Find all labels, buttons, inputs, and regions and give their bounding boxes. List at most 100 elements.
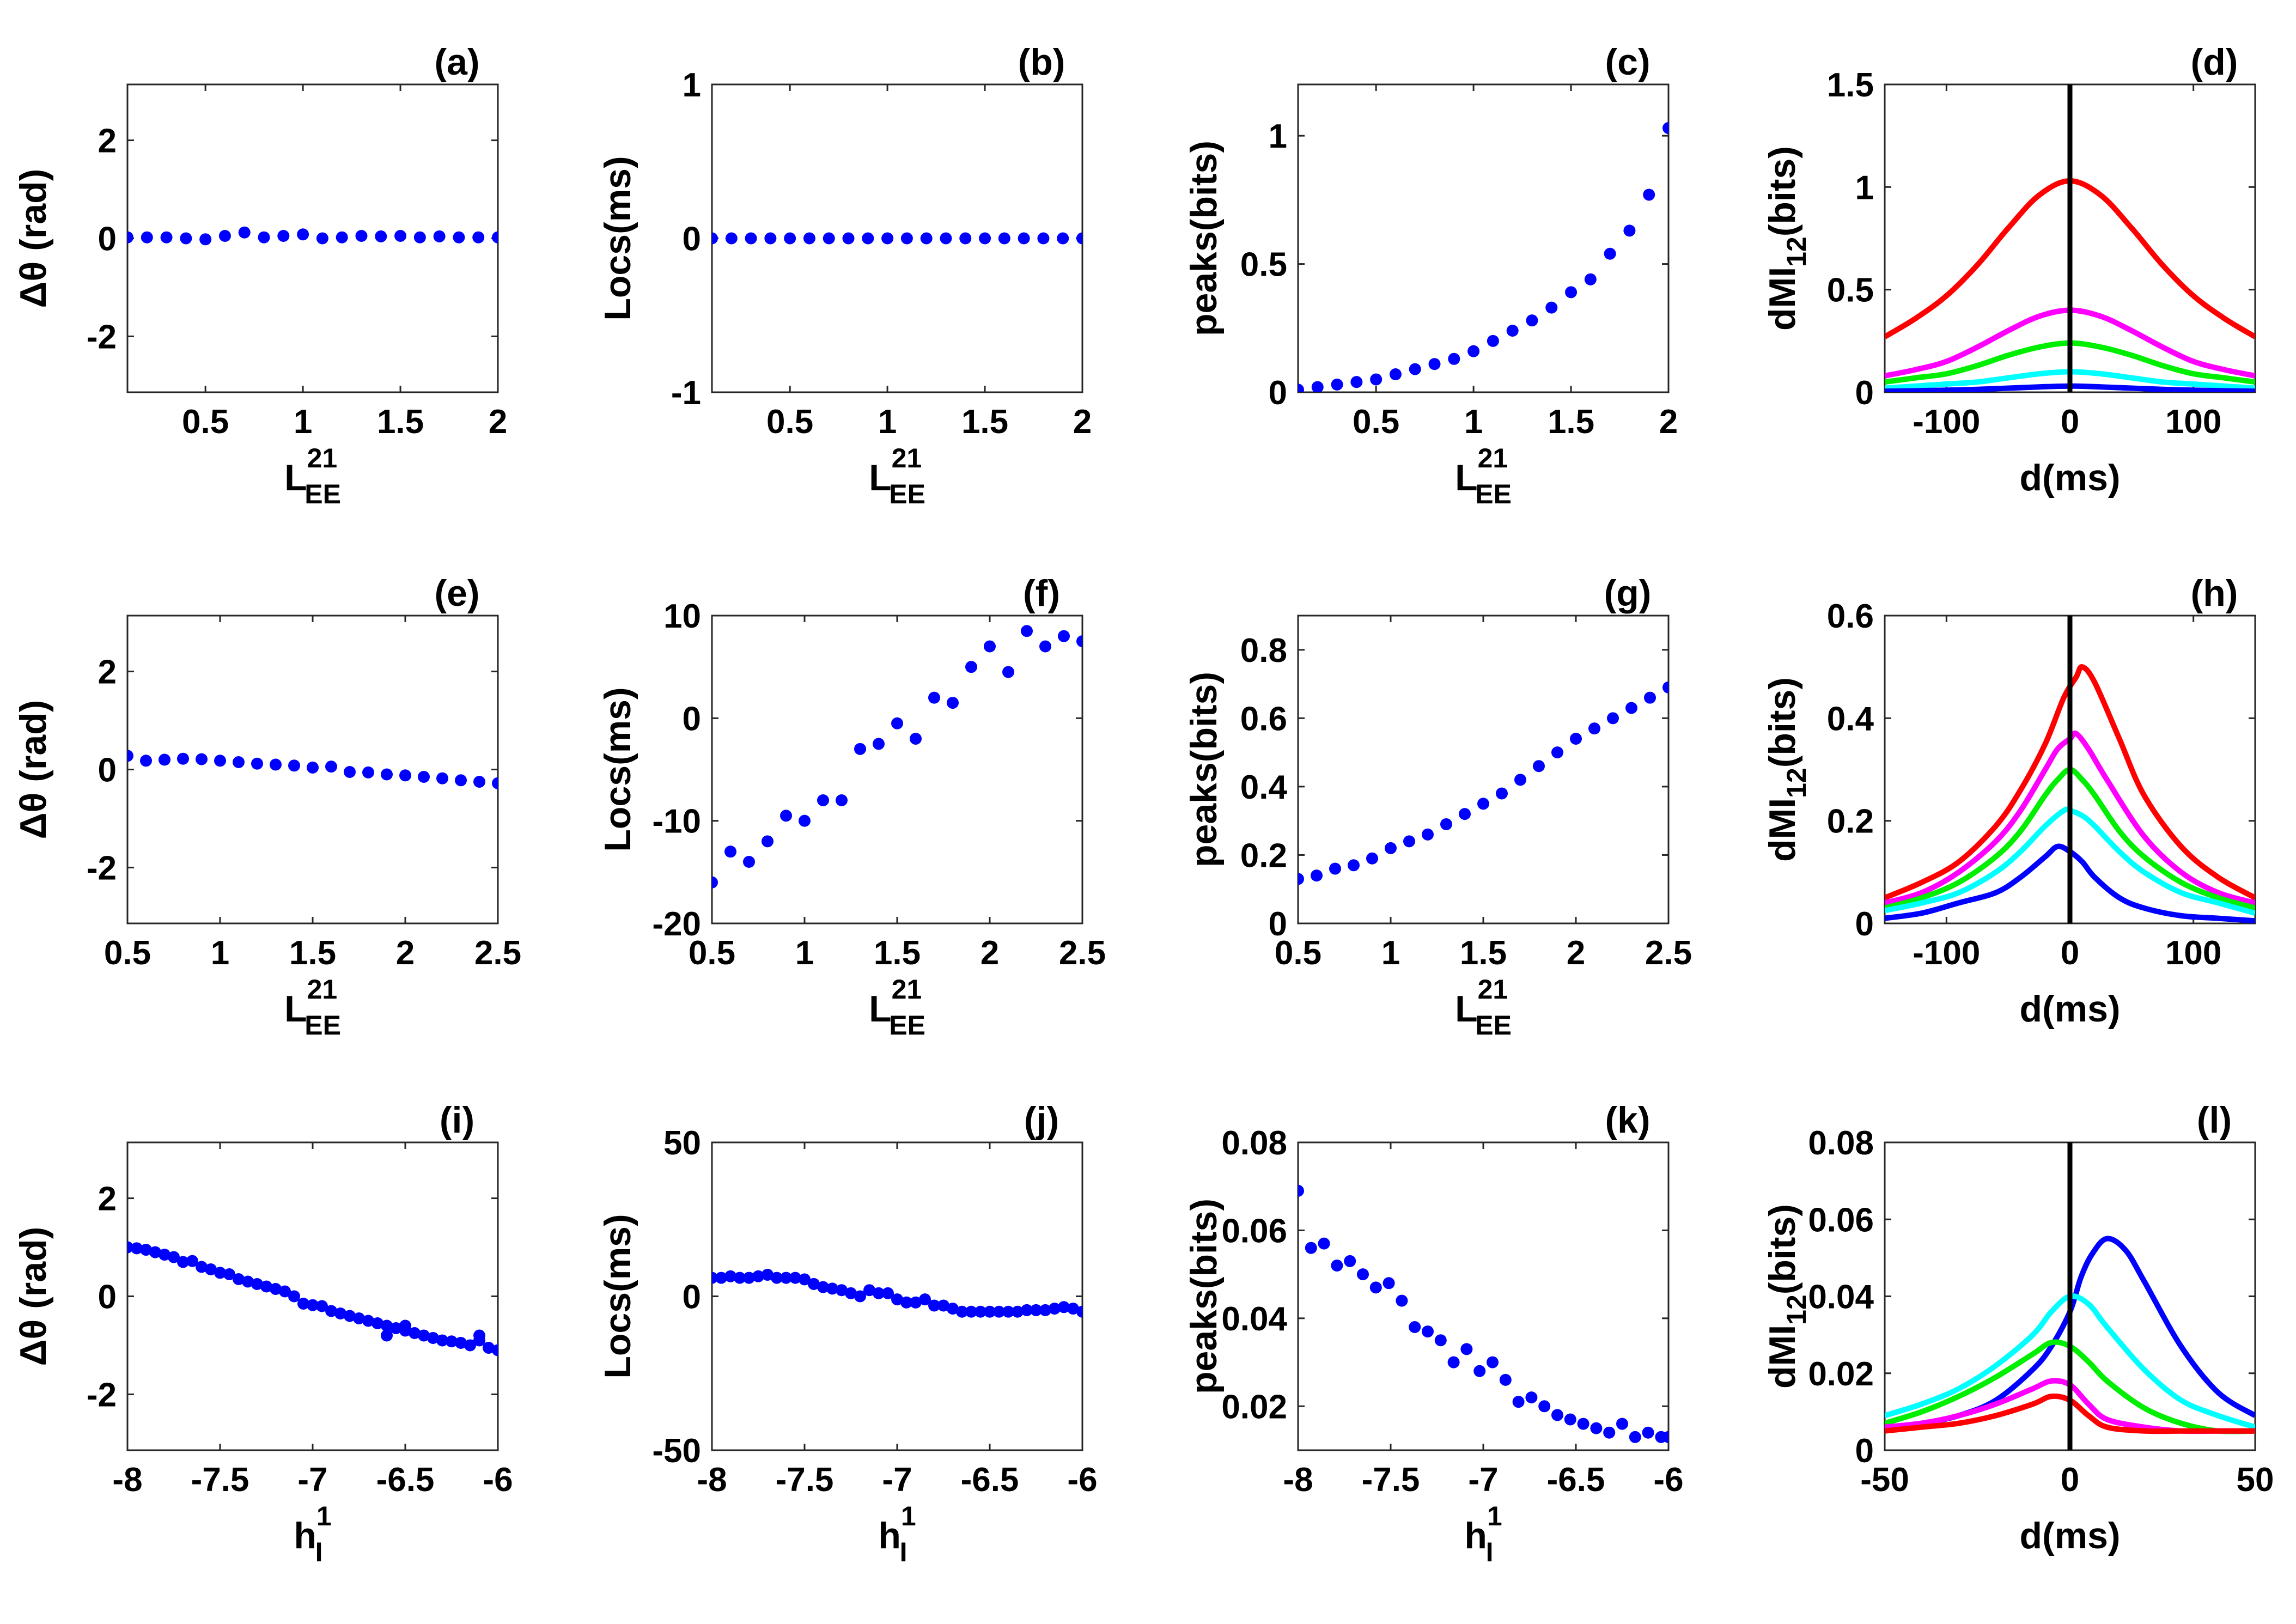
data-point — [344, 1310, 356, 1322]
data-point — [307, 1299, 319, 1311]
data-point — [1477, 798, 1489, 810]
data-point — [1564, 1413, 1576, 1426]
data-point — [223, 1268, 235, 1281]
y-tick-label: -20 — [652, 905, 701, 943]
data-point — [418, 1329, 430, 1342]
data-point — [1662, 122, 1668, 135]
x-tick-label: 0.5 — [766, 403, 813, 441]
plot-area — [712, 625, 1082, 889]
data-point — [1422, 1325, 1434, 1338]
x-tick-label: 0.5 — [1275, 934, 1321, 972]
y-axis-label: Locs(ms) — [597, 156, 638, 320]
data-point — [381, 1329, 393, 1342]
data-point — [1002, 666, 1014, 678]
data-point — [270, 1283, 282, 1295]
x-tick-label: 0.5 — [104, 934, 151, 972]
data-point — [712, 876, 718, 889]
y-tick-label: 0.04 — [1221, 1300, 1287, 1338]
panel-k: -8 -7.5 -7 -6.5 -6 0.02 0.04 0.06 0.08 (k) h1 I peak… — [1183, 1099, 1684, 1567]
data-point — [1357, 1268, 1369, 1281]
y-axis-label: Locs(ms) — [597, 687, 638, 851]
data-point — [993, 1305, 1005, 1318]
data-point — [141, 231, 153, 244]
data-point — [1538, 1400, 1551, 1413]
y-tick-label: -10 — [652, 803, 701, 841]
data-point — [1049, 1303, 1061, 1315]
y-axis-label: Δθ (rad) — [13, 1227, 54, 1366]
data-point — [984, 1305, 996, 1318]
data-point — [1348, 859, 1360, 872]
data-point — [233, 1273, 245, 1286]
data-point — [159, 753, 170, 766]
series-line — [1885, 664, 2255, 901]
data-point — [1607, 712, 1619, 725]
data-point — [399, 769, 411, 782]
data-point — [297, 228, 309, 241]
x-tick-label: -50 — [1860, 1461, 1909, 1499]
x-tick-label: 2.5 — [474, 934, 521, 972]
data-point — [1366, 852, 1378, 865]
data-point — [854, 1290, 866, 1303]
data-point — [1565, 286, 1578, 299]
data-point — [205, 1263, 217, 1276]
data-point — [1409, 363, 1421, 375]
data-point — [1487, 1356, 1499, 1368]
data-point — [1533, 760, 1545, 773]
y-tick-label: 0.08 — [1221, 1124, 1287, 1162]
panel-e: 0.5 1 1.5 2 2.5 -2 0 2 (e) L21 EE Δθ (rad) — [13, 573, 521, 1041]
x-tick-label: 1 — [795, 934, 814, 972]
data-point — [724, 1270, 736, 1282]
data-point — [1590, 1422, 1603, 1434]
data-point — [1447, 1356, 1460, 1368]
y-tick-label: 0.5 — [1240, 246, 1287, 284]
y-tick-label: 50 — [663, 1124, 701, 1162]
y-tick-label: 0 — [1855, 1432, 1874, 1470]
data-point — [1440, 818, 1452, 830]
data-point — [975, 1305, 986, 1318]
data-point — [845, 1287, 857, 1299]
data-point — [891, 717, 903, 729]
panel-title: (g) — [1604, 573, 1652, 614]
data-point — [799, 814, 811, 827]
data-point — [1311, 381, 1324, 392]
data-point — [1603, 1426, 1616, 1439]
data-point — [1604, 247, 1616, 260]
data-point — [1002, 1305, 1014, 1318]
x-tick-label: 1.5 — [874, 934, 921, 972]
data-point — [1616, 1418, 1628, 1430]
data-point — [882, 1287, 894, 1299]
y-tick-label: 0.06 — [1808, 1201, 1874, 1239]
data-point — [881, 232, 894, 245]
data-point — [1514, 774, 1526, 786]
plot-area — [1298, 681, 1668, 885]
x-tick-label: 2.5 — [1059, 934, 1106, 972]
y-tick-label: 0.02 — [1808, 1355, 1874, 1393]
data-point — [1422, 828, 1434, 841]
data-point — [725, 232, 738, 245]
x-axis-label: h1 I — [878, 1501, 916, 1567]
data-point — [214, 755, 226, 767]
data-point — [1496, 787, 1508, 800]
data-point — [817, 794, 829, 806]
data-point — [279, 1285, 291, 1298]
data-point — [771, 1272, 783, 1284]
x-tick-label: 2 — [1659, 403, 1678, 441]
data-point — [362, 766, 374, 778]
data-point — [186, 1255, 198, 1267]
y-tick-label: 0.5 — [1827, 272, 1874, 309]
x-axis-label: d(ms) — [2019, 988, 2120, 1030]
data-point — [1329, 862, 1341, 875]
panel-title: (c) — [1605, 41, 1650, 83]
data-point — [1499, 1373, 1512, 1386]
x-tick-label: 0.5 — [182, 403, 229, 441]
data-point — [1331, 1260, 1343, 1272]
panel-title: (j) — [1024, 1099, 1059, 1141]
y-tick-label: 1.5 — [1827, 66, 1874, 104]
data-point — [180, 232, 192, 245]
y-axis-label: Locs(ms) — [597, 1214, 638, 1378]
data-point — [745, 232, 757, 245]
data-point — [260, 1280, 272, 1293]
data-point — [177, 752, 189, 765]
data-point — [842, 232, 855, 245]
x-tick-label: 100 — [2165, 934, 2221, 972]
